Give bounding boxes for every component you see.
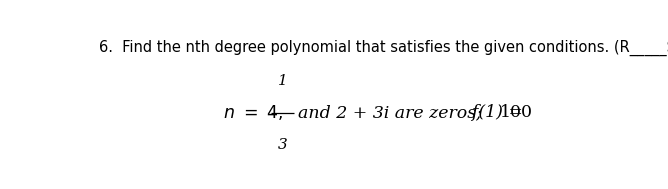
Text: 3: 3: [278, 138, 288, 152]
Text: f(1) =: f(1) =: [462, 104, 529, 121]
Text: $n\ =\ 4,$: $n\ =\ 4,$: [223, 103, 284, 122]
Text: 6.  Find the nth degree polynomial that satisfies the given conditions. (R_____S: 6. Find the nth degree polynomial that s…: [99, 40, 668, 56]
Text: 1: 1: [278, 74, 288, 88]
Text: and 2 + 3i are zeros;: and 2 + 3i are zeros;: [299, 104, 482, 121]
Text: 100: 100: [500, 104, 533, 121]
